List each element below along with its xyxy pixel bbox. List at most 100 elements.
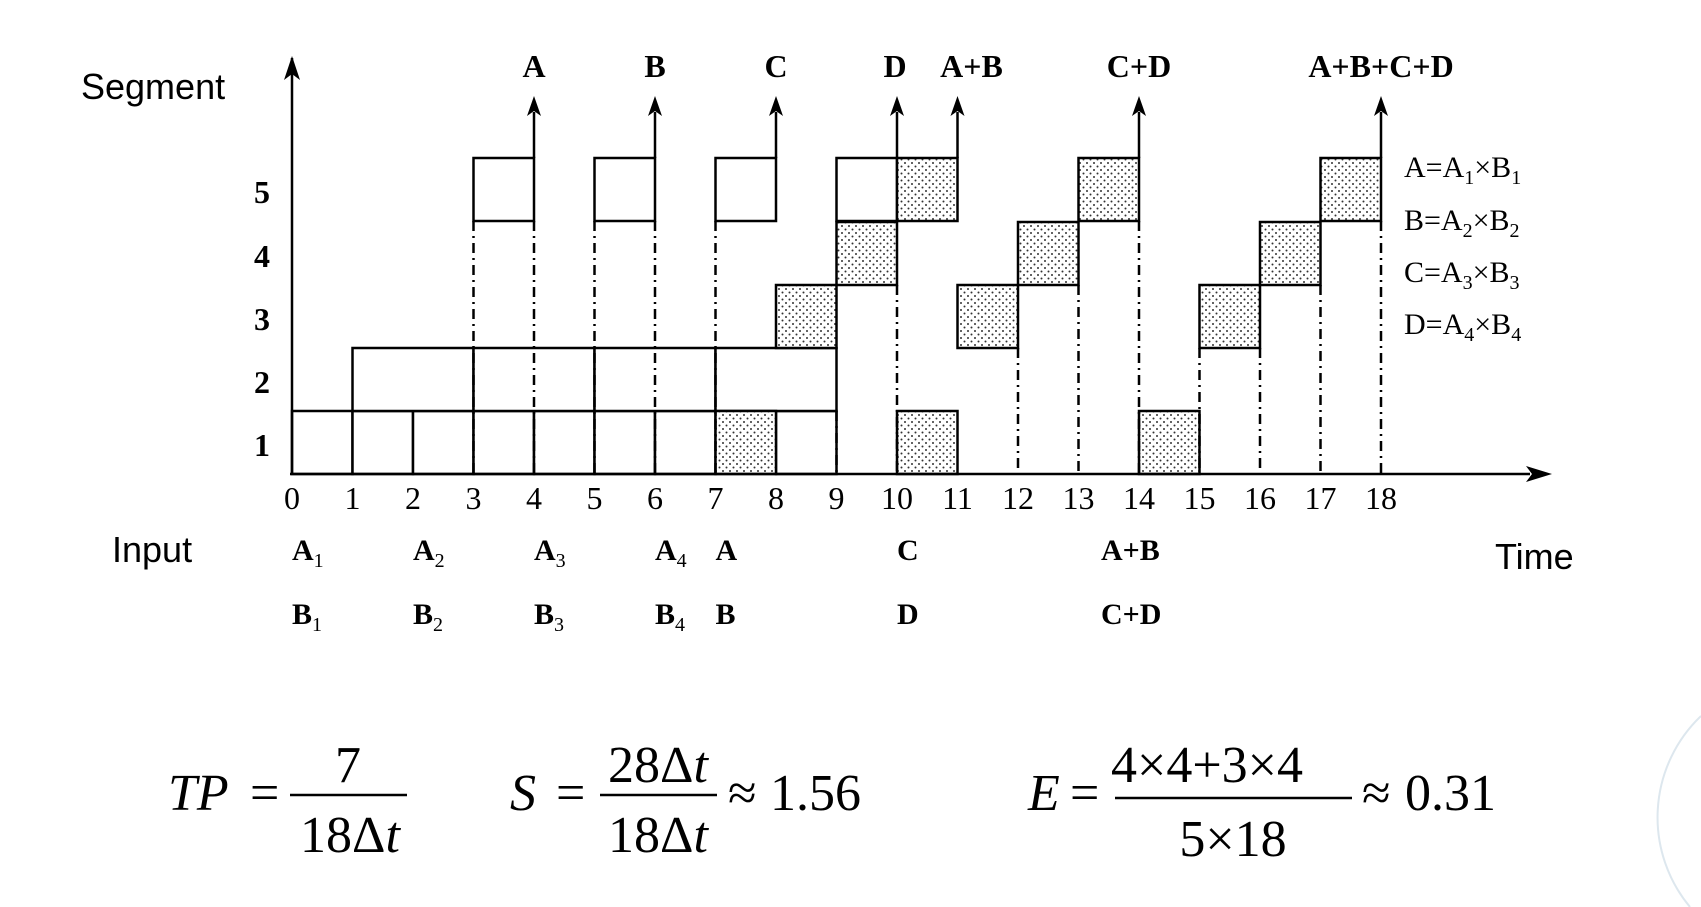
throughput-formula: TP = 7 18Δt <box>168 737 407 864</box>
speedup-formula: S = 28Δt 18Δt ≈ 1.56 <box>510 737 861 864</box>
output-arrow-icon <box>648 96 662 116</box>
segment-label: 5 <box>254 174 270 210</box>
input-label: B3 <box>534 598 564 636</box>
input-label: B2 <box>413 598 443 636</box>
svg-text:TP: TP <box>168 765 229 822</box>
add-task-block <box>956 283 1020 350</box>
input-label: Input <box>112 529 192 570</box>
svg-text:7: 7 <box>335 737 361 794</box>
input-label: C <box>897 534 919 567</box>
legend-entry: A=A1×B1 <box>1404 151 1521 189</box>
output-labels: A B C D A+B C+D A+B+C+D <box>522 48 1453 84</box>
time-tick-label: 1 <box>345 480 361 516</box>
multiply-task-block <box>835 156 899 223</box>
svg-text:=: = <box>250 765 279 822</box>
time-tick-label: 4 <box>526 480 542 516</box>
x-axis-arrowhead <box>1526 466 1552 482</box>
time-tick-label: 17 <box>1305 480 1337 516</box>
multiply-task-block <box>472 409 536 476</box>
svg-text:=: = <box>556 765 585 822</box>
multiply-task-block <box>411 409 475 476</box>
output-label: C+D <box>1107 48 1171 84</box>
input-label: A2 <box>413 534 445 572</box>
multiply-task-block <box>351 346 475 413</box>
time-tick-label: 3 <box>466 480 482 516</box>
segment-label: 1 <box>254 427 270 463</box>
output-arrows <box>527 96 1388 158</box>
add-task-block <box>835 220 899 287</box>
input-label: A4 <box>655 534 687 572</box>
time-tick-label: 13 <box>1063 480 1095 516</box>
corner-arc-decoration <box>1656 715 1701 907</box>
time-tick-label: 12 <box>1002 480 1034 516</box>
output-label: B <box>644 48 665 84</box>
output-arrow-icon <box>950 96 965 116</box>
time-tick-label: 6 <box>647 480 663 516</box>
add-task-block <box>1077 156 1141 223</box>
time-tick-label: 15 <box>1184 480 1216 516</box>
input-label: B4 <box>655 598 685 636</box>
svg-text:≈: ≈ <box>1362 765 1391 822</box>
segment-labels: 1 2 3 4 5 <box>254 174 270 463</box>
time-tick-label: 9 <box>829 480 845 516</box>
input-label: A3 <box>534 534 566 572</box>
input-label: A <box>716 534 738 567</box>
output-arrow-icon <box>1374 96 1388 116</box>
time-tick-label: 8 <box>768 480 784 516</box>
svg-text:S: S <box>510 765 536 822</box>
time-tick-label: 2 <box>405 480 421 516</box>
legend: A=A1×B1 B=A2×B2 C=A3×B3 D=A4×B4 <box>1404 151 1521 346</box>
add-task-block <box>895 409 959 476</box>
input-label: B1 <box>292 598 322 636</box>
output-label: A+B+C+D <box>1308 48 1453 84</box>
x-axis-label: Time <box>1495 536 1574 577</box>
multiply-task-block <box>532 409 596 476</box>
output-label: A+B <box>940 48 1003 84</box>
segment-label: 2 <box>254 364 270 400</box>
add-task-block <box>895 156 959 223</box>
legend-entry: C=A3×B3 <box>1404 256 1520 294</box>
svg-text:1.56: 1.56 <box>770 765 861 822</box>
efficiency-formula: E = 4×4+3×4 5×18 ≈ 0.31 <box>1027 737 1496 868</box>
segment-label: 4 <box>254 238 270 274</box>
input-label: D <box>897 598 919 631</box>
add-task-block <box>714 409 778 476</box>
input-label: B <box>716 598 736 631</box>
svg-text:4×4+3×4: 4×4+3×4 <box>1111 737 1303 794</box>
output-arrow-icon <box>769 96 783 116</box>
segment-label: 3 <box>254 301 270 337</box>
svg-text:5×18: 5×18 <box>1179 811 1286 868</box>
time-tick-label: 5 <box>587 480 603 516</box>
svg-text:E: E <box>1027 765 1060 822</box>
multiply-task-block <box>290 409 354 476</box>
multiply-task-block <box>593 156 657 223</box>
output-label: D <box>883 48 906 84</box>
time-tick-label: 7 <box>708 480 724 516</box>
add-task-block <box>1016 220 1080 287</box>
output-label: C <box>764 48 787 84</box>
add-task-block <box>1258 220 1322 287</box>
multiply-task-block <box>714 346 838 413</box>
multiply-task-block <box>593 409 657 476</box>
input-label: C+D <box>1101 598 1161 631</box>
input-labels: A1 A2 A3 A4 A C A+B B1 B2 B3 B4 B D C+D <box>292 534 1161 636</box>
output-label: A <box>522 48 545 84</box>
time-tick-label: 16 <box>1244 480 1276 516</box>
svg-text:0.31: 0.31 <box>1405 765 1496 822</box>
output-arrow-icon <box>527 96 541 116</box>
input-label: A+B <box>1101 534 1160 567</box>
multiply-task-block <box>472 156 536 223</box>
input-label: A1 <box>292 534 324 572</box>
add-task-block <box>774 283 838 350</box>
time-tick-label: 18 <box>1365 480 1397 516</box>
svg-text:18Δt: 18Δt <box>608 807 709 864</box>
y-axis-arrowhead <box>284 56 300 80</box>
svg-text:28Δt: 28Δt <box>608 737 709 794</box>
multiply-task-block <box>351 409 415 476</box>
y-axis-label: Segment <box>81 66 225 107</box>
svg-text:≈: ≈ <box>728 765 757 822</box>
svg-text:=: = <box>1070 765 1099 822</box>
multiply-task-block <box>653 409 717 476</box>
time-tick-label: 0 <box>284 480 300 516</box>
